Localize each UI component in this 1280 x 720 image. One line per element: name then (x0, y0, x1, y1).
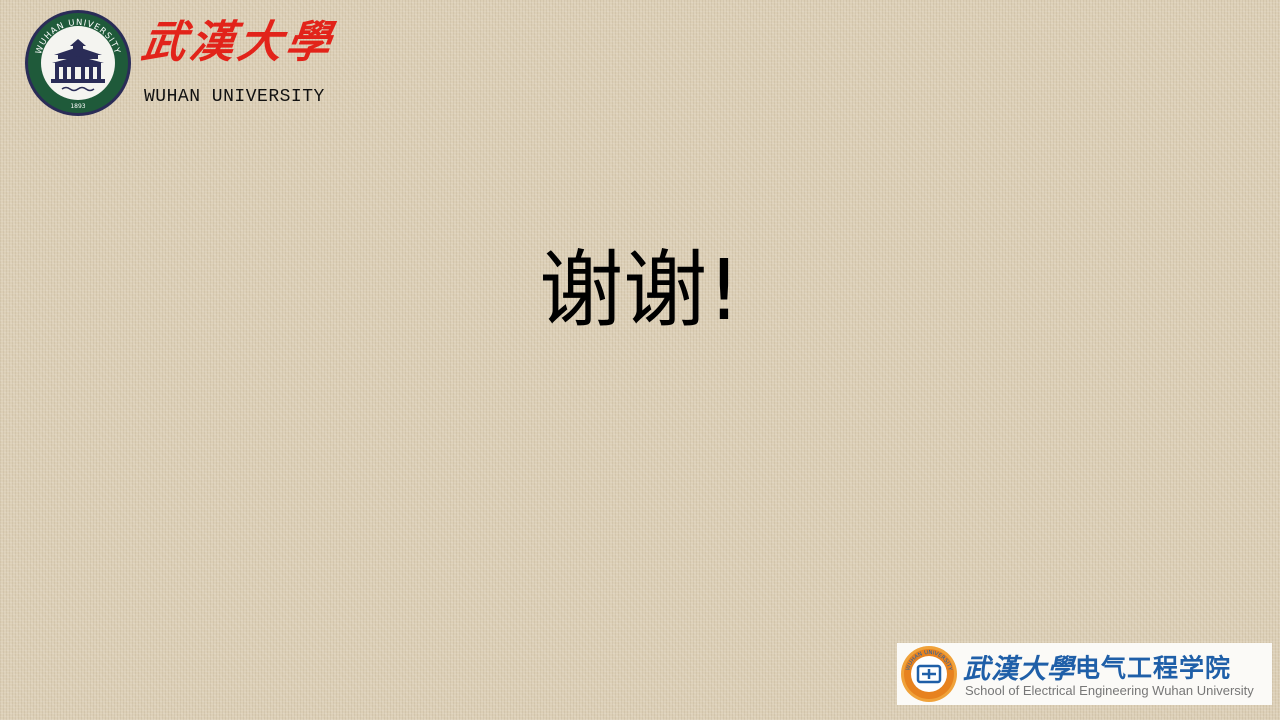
school-badge: WUHAN UNIVERSITY 武漢大學电气工程学院 School of El… (897, 643, 1272, 705)
school-name-english: School of Electrical Engineering Wuhan U… (965, 683, 1254, 698)
svg-text:1893: 1893 (70, 103, 85, 110)
school-department-name: 电气工程学院 (1075, 653, 1232, 683)
university-name-chinese: 武漢大學 (138, 17, 338, 68)
school-name-chinese: 武漢大學电气工程学院 (963, 647, 1232, 686)
university-logo: WUHAN UNIVERSITY 1893 武漢大學 WUHAN UNIVERS… (24, 9, 354, 119)
slide-title: 谢谢! (539, 241, 741, 339)
school-university-name: 武漢大學 (963, 654, 1075, 685)
electrical-school-emblem-icon: WUHAN UNIVERSITY (901, 646, 957, 702)
university-name-english: WUHAN UNIVERSITY (144, 87, 325, 107)
university-seal-icon: WUHAN UNIVERSITY 1893 (25, 10, 131, 116)
